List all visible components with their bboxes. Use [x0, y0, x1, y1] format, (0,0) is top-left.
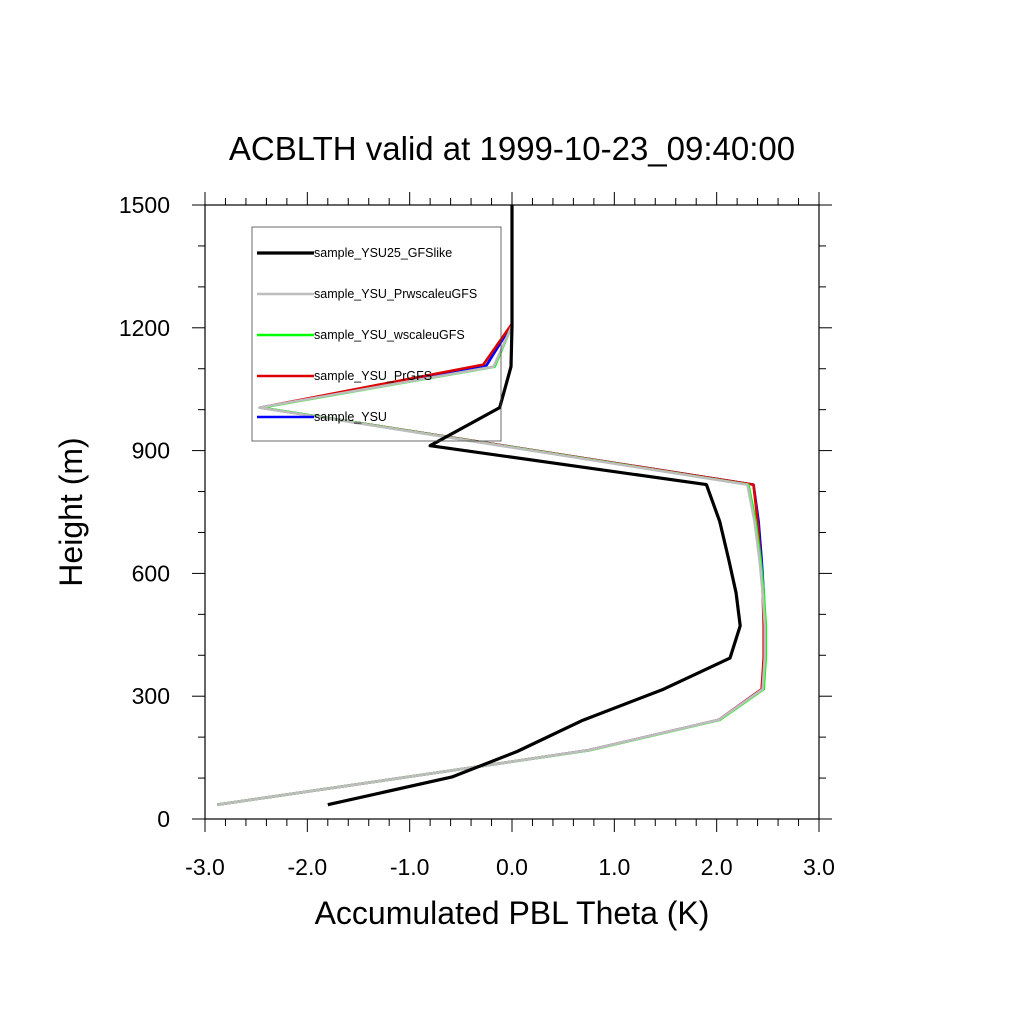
series-line-sample_YSU_PrwscaleuGFS: [217, 299, 767, 806]
legend-label: sample_YSU25_GFSlike: [314, 246, 452, 260]
legend-label: sample_YSU_PrwscaleuGFS: [314, 287, 477, 301]
axis-ticks: [192, 192, 832, 832]
legend-label: sample_YSU: [314, 410, 387, 424]
legend-box: [251, 226, 502, 442]
y-tick-label: 900: [132, 438, 170, 464]
legend: sample_YSU25_GFSlike sample_YSU_Prwscaleu…: [251, 226, 502, 442]
y-tick-label: 1200: [119, 315, 170, 341]
plot-frame: [204, 204, 820, 820]
chart-title: ACBLTH valid at 1999-10-23_09:40:00: [229, 130, 795, 167]
series-lines: [217, 205, 768, 807]
legend-label: sample_YSU_wscaleuGFS: [314, 328, 465, 342]
x-tick-label: 2.0: [701, 854, 733, 880]
y-axis-label: Height (m): [53, 437, 89, 586]
x-tick-label: -2.0: [288, 854, 328, 880]
legend-label: sample_YSU_PrGFS: [314, 369, 432, 383]
series-line-sample_YSU25_GFSlike: [327, 205, 742, 807]
x-tick-label: -1.0: [390, 854, 430, 880]
axis-tick-labels: -3.0 -2.0 -1.0 0.0 1.0 2.0 3.0 0 300 600 900 1200 15…: [119, 192, 835, 880]
y-tick-label: 0: [157, 806, 170, 832]
y-tick-label: 300: [132, 683, 170, 709]
x-tick-label: -3.0: [185, 854, 225, 880]
y-tick-label: 1500: [119, 192, 170, 218]
y-tick-label: 600: [132, 560, 170, 586]
x-axis-label: Accumulated PBL Theta (K): [315, 895, 710, 931]
x-tick-label: 3.0: [803, 854, 835, 880]
x-tick-label: 0.0: [496, 854, 528, 880]
x-tick-label: 1.0: [598, 854, 630, 880]
